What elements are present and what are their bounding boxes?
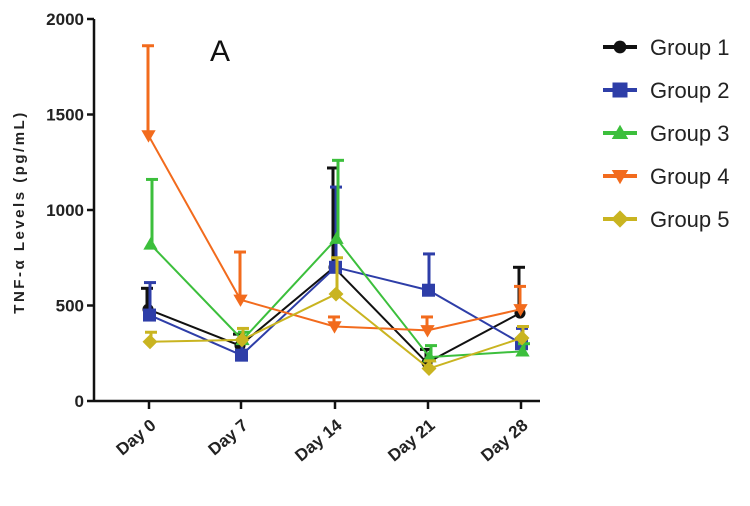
legend-label: Group 4: [650, 164, 730, 189]
legend-swatch-marker: [613, 40, 627, 54]
panel-label: A: [210, 35, 230, 68]
x-tick-label: Day 28: [477, 416, 531, 466]
data-point: [420, 325, 435, 338]
data-point: [328, 286, 344, 302]
legend-swatch-marker: [612, 82, 628, 98]
legend-label: Group 5: [650, 207, 730, 232]
legend-label: Group 2: [650, 78, 730, 103]
data-point: [514, 330, 530, 346]
y-axis-label: TNF-α Levels (pg/mL): [11, 110, 28, 313]
series-group-5: [142, 256, 530, 377]
data-point: [142, 334, 158, 350]
y-tick-label: 2000: [46, 10, 84, 29]
data-point: [422, 283, 435, 297]
legend-item: Group 2: [603, 78, 730, 103]
series-line: [147, 265, 521, 365]
data-point: [513, 304, 528, 317]
x-tick-label: Day 21: [384, 416, 438, 466]
legend-swatch-marker: [611, 170, 629, 185]
y-ticks: 0 500 1000 1500 2000: [46, 10, 94, 411]
data-point: [235, 348, 248, 362]
data-point: [422, 349, 437, 363]
data-point: [143, 237, 158, 250]
data-point: [327, 321, 342, 334]
data-point: [329, 231, 344, 244]
data-point: [233, 294, 248, 307]
y-tick-label: 1000: [46, 201, 84, 220]
x-tick-label: Day 0: [113, 416, 160, 460]
legend-item: Group 4: [603, 164, 730, 189]
legend-swatch-marker: [611, 124, 629, 139]
y-tick-label: 500: [56, 297, 84, 316]
x-ticks: Day 0 Day 7 Day 14 Day 21 Day 28: [113, 401, 532, 465]
x-tick-label: Day 7: [205, 416, 252, 460]
plot-area: [141, 44, 530, 377]
axes: [92, 19, 540, 403]
data-point: [141, 130, 156, 143]
legend-label: Group 1: [650, 35, 730, 60]
legend-item: Group 3: [603, 121, 730, 146]
legend-swatch-marker: [611, 210, 629, 228]
data-point: [421, 361, 437, 377]
legend-item: Group 5: [603, 207, 730, 232]
legend: Group 1 Group 2 Group 3 Group 4 Group 5: [603, 35, 730, 232]
legend-item: Group 1: [603, 35, 730, 60]
legend-label: Group 3: [650, 121, 730, 146]
data-point: [515, 344, 530, 357]
series-group-4: [141, 44, 528, 338]
data-point: [143, 308, 156, 322]
x-tick-label: Day 14: [291, 415, 346, 465]
y-tick-label: 1500: [46, 106, 84, 125]
data-point: [234, 332, 250, 348]
y-tick-label: 0: [75, 392, 84, 411]
